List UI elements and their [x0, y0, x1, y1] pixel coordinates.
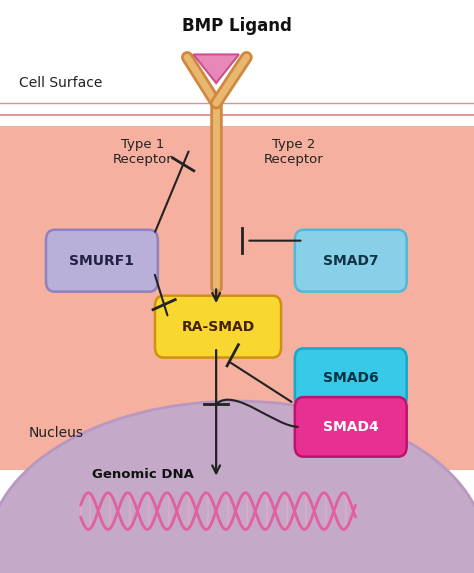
FancyBboxPatch shape	[295, 397, 407, 457]
Text: Nucleus: Nucleus	[28, 426, 83, 439]
Bar	[0, 0, 474, 80]
Polygon shape	[193, 54, 239, 83]
Text: SMURF1: SMURF1	[69, 254, 135, 268]
FancyBboxPatch shape	[46, 230, 158, 292]
Text: SMAD4: SMAD4	[323, 420, 379, 434]
Text: SMAD6: SMAD6	[323, 371, 379, 385]
Text: SMAD7: SMAD7	[323, 254, 379, 268]
Text: RA-SMAD: RA-SMAD	[182, 320, 255, 333]
Text: Type 1
Receptor: Type 1 Receptor	[112, 138, 172, 166]
FancyBboxPatch shape	[295, 230, 407, 292]
Text: Cell Surface: Cell Surface	[19, 76, 102, 90]
Bar	[0, 52, 474, 470]
Bar	[0, 0, 474, 126]
Text: Genomic DNA: Genomic DNA	[92, 468, 194, 481]
FancyBboxPatch shape	[295, 348, 407, 408]
FancyBboxPatch shape	[155, 296, 281, 358]
Ellipse shape	[0, 401, 474, 573]
Text: Type 2
Receptor: Type 2 Receptor	[264, 138, 324, 166]
Text: BMP Ligand: BMP Ligand	[182, 17, 292, 35]
